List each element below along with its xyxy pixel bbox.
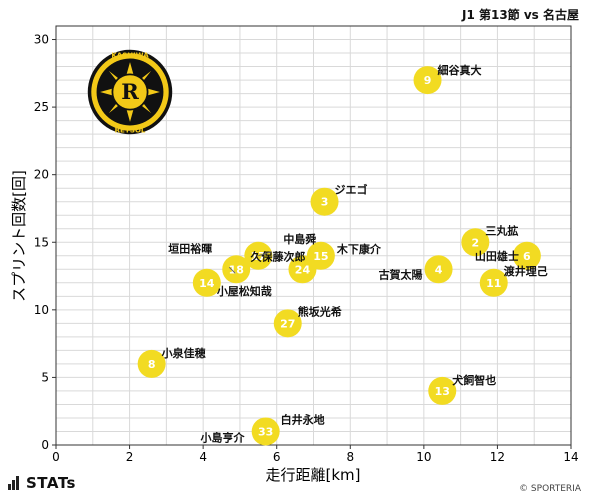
player-name-label: 犬飼智也 (452, 373, 496, 387)
player-name-label: 渡井理己 (504, 264, 548, 278)
player-name-label: 小島亨介 (200, 430, 246, 444)
player-number: 6 (523, 250, 531, 263)
player-number: 3 (321, 196, 329, 209)
player-number: 8 (148, 358, 156, 371)
x-tick-label: 8 (346, 450, 354, 464)
player-point (310, 187, 339, 216)
player-number: 27 (280, 317, 295, 330)
player-point (288, 255, 317, 284)
player-point (251, 417, 280, 446)
player-number: 13 (435, 385, 450, 398)
crest-bottom-text: REYSOL (115, 125, 146, 134)
stats-logo-text: STATs (26, 474, 76, 492)
player-name-label: 久保藤次郎 (250, 249, 305, 263)
player-name-label: 古賀太陽 (379, 267, 423, 281)
player-number: 4 (435, 263, 443, 276)
crest-letter: R (121, 79, 139, 104)
player-number: 15 (313, 250, 328, 263)
x-tick-label: 0 (52, 450, 60, 464)
y-tick-label: 0 (41, 438, 49, 452)
player-name-label: 小泉佳穂 (161, 346, 206, 360)
plot-frame (55, 25, 572, 446)
player-name-label: ジエゴ (335, 183, 368, 197)
player-name-label: 白井永地 (281, 412, 325, 426)
player-point (222, 255, 251, 284)
y-tick-label: 20 (34, 168, 49, 182)
player-point (479, 268, 508, 297)
player-number: 18 (229, 263, 244, 276)
y-tick-label: 5 (41, 370, 49, 384)
x-axis-label: 走行距離[km] (265, 466, 360, 484)
player-point (244, 241, 273, 270)
player-point (137, 349, 166, 378)
y-tick-label: 30 (34, 33, 49, 47)
player-name-label: 垣田裕暉 (168, 241, 212, 255)
player-number: 9 (424, 74, 432, 87)
label-leader-line (228, 266, 236, 274)
x-tick-label: 2 (126, 450, 134, 464)
player-point (413, 66, 442, 95)
player-number: 14 (199, 277, 215, 290)
player-name-label: 木下康介 (336, 242, 382, 256)
label-leader-line (258, 251, 272, 257)
player-number: 17 (251, 250, 266, 263)
bar-chart-icon (8, 476, 20, 494)
player-point (273, 309, 302, 338)
x-tick-label: 6 (273, 450, 281, 464)
player-name-label: 山田雄士 (475, 249, 519, 263)
player-name-label: 中島舜 (283, 232, 316, 246)
x-tick-label: 10 (416, 450, 431, 464)
x-tick-label: 4 (199, 450, 207, 464)
player-name-label: 小屋松知哉 (216, 284, 272, 298)
team-crest-logo: R KASHIWA REYSOL (87, 49, 173, 134)
y-tick-label: 25 (34, 100, 49, 114)
grid-lines (56, 26, 571, 445)
player-number: 11 (486, 277, 501, 290)
player-point (428, 376, 457, 405)
player-point (461, 228, 490, 257)
player-point (424, 255, 453, 284)
player-number: 2 (472, 236, 480, 249)
player-point (512, 241, 541, 270)
player-number: 24 (295, 263, 311, 276)
y-tick-label: 15 (34, 235, 49, 249)
player-name-label: 細谷真大 (438, 63, 482, 77)
crest-top-text: KASHIWA (111, 51, 149, 60)
y-tick-label: 10 (34, 303, 49, 317)
stats-logo: STATs (8, 474, 76, 494)
player-name-label: 三丸拡 (485, 223, 518, 237)
match-title: J1 第13節 vs 名古屋 (461, 8, 579, 22)
player-name-label: 熊坂光希 (298, 304, 342, 318)
x-tick-label: 14 (563, 450, 578, 464)
player-number: 33 (258, 425, 273, 438)
y-axis-label: スプリント回数[回] (10, 170, 28, 302)
copyright-credit: © SPORTERIA (519, 484, 581, 494)
x-tick-label: 12 (490, 450, 505, 464)
player-point (192, 268, 221, 297)
